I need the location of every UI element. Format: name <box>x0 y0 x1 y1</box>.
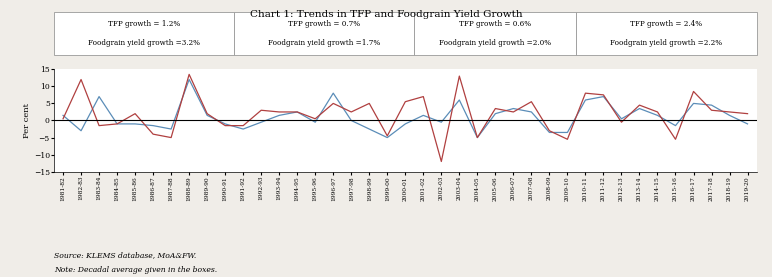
Text: Chart 1: Trends in TFP and Foodgrain Yield Growth: Chart 1: Trends in TFP and Foodgrain Yie… <box>249 10 523 19</box>
Text: Note: Decadal average given in the boxes.: Note: Decadal average given in the boxes… <box>54 266 217 274</box>
Text: TFP growth = 1.2%: TFP growth = 1.2% <box>108 20 180 29</box>
Text: TFP growth = 0.6%: TFP growth = 0.6% <box>459 20 531 29</box>
Text: Foodgrain yield growth =2.0%: Foodgrain yield growth =2.0% <box>439 39 551 47</box>
Legend: Agriculture TFP Growth, Foodgrain Yield Growth: Agriculture TFP Growth, Foodgrain Yield … <box>269 273 542 277</box>
Text: Foodgrain yield growth =2.2%: Foodgrain yield growth =2.2% <box>611 39 723 47</box>
Text: TFP growth = 0.7%: TFP growth = 0.7% <box>288 20 361 29</box>
Y-axis label: Per cent: Per cent <box>23 103 31 138</box>
Text: Foodgrain yield growth =3.2%: Foodgrain yield growth =3.2% <box>88 39 200 47</box>
Text: Source: KLEMS database, MoA&FW.: Source: KLEMS database, MoA&FW. <box>54 251 196 259</box>
Text: Foodgrain yield growth =1.7%: Foodgrain yield growth =1.7% <box>268 39 381 47</box>
Text: TFP growth = 2.4%: TFP growth = 2.4% <box>631 20 703 29</box>
